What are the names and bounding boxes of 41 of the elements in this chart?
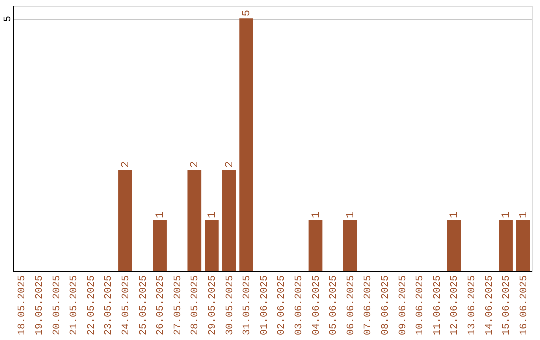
x-tick-label: 08.06.2025 [380,276,392,336]
x-tick-label: 13.06.2025 [467,276,478,336]
x-tick-label: 25.05.2025 [138,276,150,336]
x-tick-label: 26.05.2025 [156,276,168,336]
x-tick-label: 11.06.2025 [432,276,444,336]
x-tick-label: 27.05.2025 [173,276,184,336]
data-label: 2 [190,161,202,168]
x-tick-label: 02.06.2025 [277,276,288,336]
x-tick-label: 10.06.2025 [416,276,427,336]
data-label: 1 [206,212,219,219]
x-tick-label: 31.05.2025 [242,276,254,336]
data-label: 1 [155,212,168,219]
x-tick-label: 09.06.2025 [398,276,410,336]
data-label: 5 [242,10,254,17]
x-tick-label: 30.05.2025 [225,276,236,336]
x-tick-label: 16.06.2025 [519,276,530,336]
data-label: 1 [501,212,514,219]
x-tick-label: 12.06.2025 [450,276,462,336]
x-tick-label: 19.05.2025 [34,276,46,336]
x-tick-label: 01.06.2025 [260,276,271,336]
x-tick-label: 24.05.2025 [121,276,132,336]
x-tick-label: 28.05.2025 [190,276,202,336]
x-tick-label: 04.06.2025 [312,276,323,336]
x-tick-label: 07.06.2025 [364,276,375,336]
x-tick-label: 20.05.2025 [52,276,64,336]
x-tick-label: 06.06.2025 [346,276,358,336]
x-tick-label: 05.06.2025 [329,276,340,336]
data-label: 1 [518,212,530,219]
data-label: 1 [449,212,462,219]
x-tick-label: 22.05.2025 [86,276,98,336]
data-label: 2 [120,161,132,168]
data-label: 1 [345,212,358,219]
x-tick-label: 18.05.2025 [18,276,29,336]
x-tick-label: 29.05.2025 [208,276,219,336]
x-tick-label: 15.06.2025 [502,276,514,336]
x-tick-label: 23.05.2025 [104,276,116,336]
x-tick-label: 14.06.2025 [484,276,496,336]
data-label: 2 [224,161,236,168]
x-tick-label: 03.06.2025 [294,276,306,336]
x-tick-label: 21.05.2025 [70,276,81,336]
data-label: 1 [310,212,323,219]
